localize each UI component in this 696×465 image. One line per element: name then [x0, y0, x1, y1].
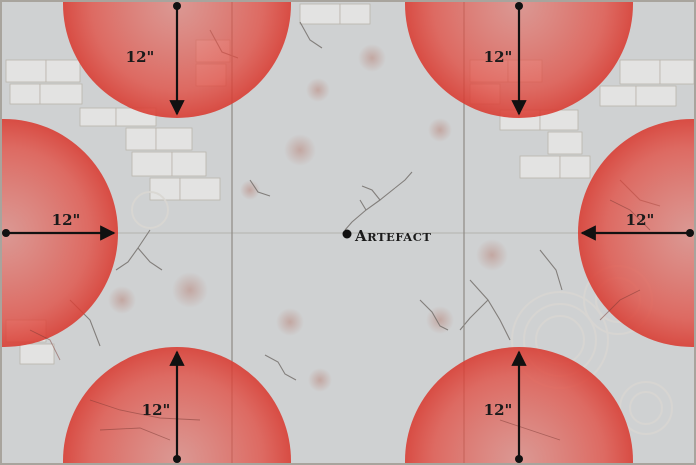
edge-point-top-right	[515, 2, 523, 10]
edge-point-bottom-right	[515, 455, 523, 463]
edge-point-top-left	[173, 2, 181, 10]
debris-stains	[108, 44, 508, 392]
edge-point-bottom-left	[173, 455, 181, 463]
objective-label-initial: A	[354, 227, 367, 245]
range-label-top-left: 12"	[126, 48, 155, 66]
range-label-bottom-right: 12"	[484, 401, 513, 419]
range-label-left: 12"	[52, 211, 81, 229]
edge-point-left	[2, 229, 10, 237]
ground-cracks	[69, 21, 661, 381]
range-label-right: 12"	[626, 211, 655, 229]
range-label-top-right: 12"	[484, 48, 513, 66]
edge-point-right	[686, 229, 694, 237]
range-label-bottom-left: 12"	[142, 401, 171, 419]
zone-cracks	[29, 199, 651, 441]
objective-label-rest: RTEFACT	[367, 230, 431, 244]
range-arrows	[8, 8, 688, 457]
objective-marker	[342, 229, 352, 239]
objective-label: ARTEFACT	[354, 227, 431, 245]
